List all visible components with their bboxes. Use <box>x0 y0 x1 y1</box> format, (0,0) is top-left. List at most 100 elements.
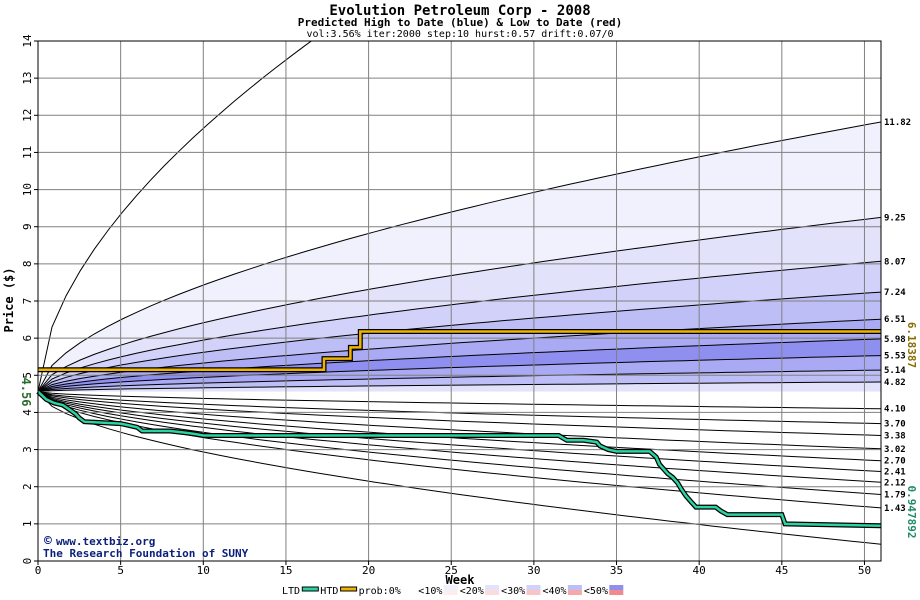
high-quantile-line-1 <box>38 121 881 392</box>
x-tick-label: 0 <box>35 564 42 577</box>
legend-swatch-low <box>402 590 417 595</box>
y-tick-label: 13 <box>21 72 34 85</box>
quantile-end-label: 4.10 <box>884 405 906 415</box>
x-tick-label: 50 <box>858 564 871 577</box>
quantile-end-label: 1.79 <box>884 491 906 501</box>
legend-label-prob: <30% <box>501 586 525 597</box>
credit-org: The Research Foundation of SUNY <box>43 547 249 560</box>
high-quantile-line-7 <box>38 355 881 393</box>
legend: LTD HTD prob:0% <10% <20% <30% <40% <50% <box>282 585 624 597</box>
quantile-end-label: 2.41 <box>884 467 906 477</box>
x-tick-label: 30 <box>527 564 540 577</box>
y-tick-label: 5 <box>21 372 34 379</box>
series-line-htd <box>38 330 881 371</box>
quantile-end-label: 3.70 <box>884 420 906 430</box>
legend-swatch-low <box>567 590 582 595</box>
legend-label-htd: HTD <box>320 586 338 597</box>
low-quantile-line-0 <box>38 391 881 410</box>
low-band-9 <box>38 391 881 545</box>
y-tick-label: 12 <box>21 109 34 122</box>
legend-label-ltd: LTD <box>282 586 300 597</box>
high-band-2 <box>38 217 881 392</box>
legend-swatch-high <box>443 585 458 590</box>
high-band-6 <box>38 338 881 392</box>
legend-line-ltd <box>301 586 319 592</box>
high-band-3 <box>38 261 881 392</box>
quantile-end-label: 5.98 <box>884 335 906 345</box>
legend-swatch-high <box>609 585 624 590</box>
high-quantile-line-4 <box>38 291 881 393</box>
legend-label-prob: <50% <box>584 586 608 597</box>
legend-label-prob: <40% <box>543 586 567 597</box>
quantile-end-label: 8.07 <box>884 257 906 267</box>
x-tick-label: 15 <box>279 564 292 577</box>
quantile-end-label: 7.24 <box>884 288 906 298</box>
quantile-end-label: 3.38 <box>884 431 906 441</box>
quantile-end-label: 4.82 <box>884 378 906 388</box>
legend-swatch-low <box>526 590 541 595</box>
x-axis-label: Week <box>446 573 476 587</box>
high-quantile-line-2 <box>38 216 881 392</box>
high-quantile-line-9 <box>38 381 881 393</box>
high-quantile-line-3 <box>38 260 881 392</box>
chart-params: vol:3.56% iter:2000 step:10 hurst:0.57 d… <box>306 29 613 40</box>
legend-swatch-high <box>567 585 582 590</box>
y-tick-label: 0 <box>21 558 34 565</box>
series-line-ltd <box>37 390 882 527</box>
legend-label-prob: <20% <box>460 586 484 597</box>
quantile-end-label: 5.14 <box>884 366 906 376</box>
y-tick-label: 7 <box>21 298 34 305</box>
high-quantile-line-8 <box>38 369 881 393</box>
legend-swatch-high <box>485 585 500 590</box>
low-quantile-line-1 <box>38 391 881 425</box>
x-tick-label: 40 <box>693 564 706 577</box>
legend-swatch-high <box>526 585 541 590</box>
y-tick-label: 6 <box>21 335 34 342</box>
high-band-9 <box>38 382 881 392</box>
quantile-end-label: 9.25 <box>884 213 906 223</box>
legend-swatch-high <box>402 585 417 590</box>
chart-title: Evolution Petroleum Corp - 2008 <box>329 3 590 19</box>
low-quantile-line-2 <box>38 391 881 436</box>
legend-swatch-low <box>443 590 458 595</box>
copyright-icon: © <box>44 534 52 549</box>
legend-swatch-low <box>609 590 624 595</box>
quantile-end-label: 2.12 <box>884 478 906 488</box>
high-band-5 <box>38 319 881 392</box>
high-band-0 <box>38 41 881 392</box>
low-quantile-line-6 <box>38 391 881 483</box>
quantile-end-label: 5.53 <box>884 352 906 362</box>
legend-line-htd <box>340 586 358 592</box>
x-tick-label: 45 <box>775 564 788 577</box>
start-price-label: 4.56 <box>19 378 33 407</box>
y-axis-label: Price ($) <box>2 267 16 332</box>
low-quantile-line-5 <box>38 391 881 472</box>
high-quantile-line-6 <box>38 338 881 393</box>
x-tick-label: 25 <box>445 564 458 577</box>
legend-label-prob: <10% <box>418 586 442 597</box>
high-quantile-line-0 <box>38 41 313 392</box>
x-tick-label: 20 <box>362 564 375 577</box>
low-quantile-line-9 <box>38 391 881 545</box>
high-band-7 <box>38 355 881 392</box>
y-tick-label: 4 <box>21 409 34 416</box>
y-tick-label: 8 <box>21 261 34 268</box>
x-tick-label: 5 <box>117 564 124 577</box>
y-tick-label: 10 <box>21 183 34 196</box>
quantile-end-label: 2.70 <box>884 457 906 467</box>
quantile-bands <box>38 41 881 545</box>
y-tick-label: 3 <box>21 446 34 453</box>
legend-swatch-low <box>485 590 500 595</box>
htd-end-value: 6.18387 <box>905 322 918 368</box>
low-quantile-line-4 <box>38 391 881 462</box>
y-tick-label: 9 <box>21 223 34 230</box>
series-lines <box>36 329 882 529</box>
low-quantile-line-7 <box>38 391 881 495</box>
y-tick-label: 14 <box>21 34 34 48</box>
quantile-end-label: 3.02 <box>884 445 906 455</box>
quantile-end-label: 11.82 <box>884 118 911 128</box>
quantile-labels: 11.82 9.25 8.07 7.24 6.51 5.98 5.53 5.14 4.82 4.1… <box>884 118 911 514</box>
credit-site[interactable]: www.textbiz.org <box>56 535 155 548</box>
